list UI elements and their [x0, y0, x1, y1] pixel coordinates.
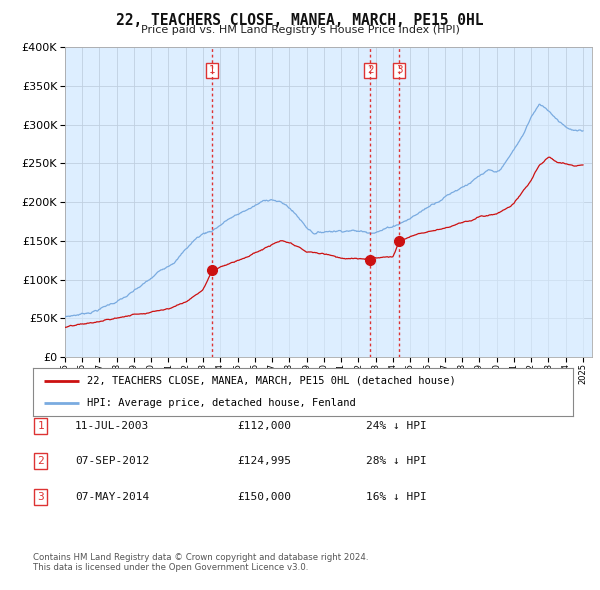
Text: HPI: Average price, detached house, Fenland: HPI: Average price, detached house, Fenl… [87, 398, 356, 408]
Text: 28% ↓ HPI: 28% ↓ HPI [366, 457, 427, 466]
Text: 11-JUL-2003: 11-JUL-2003 [75, 421, 149, 431]
Text: 22, TEACHERS CLOSE, MANEA, MARCH, PE15 0HL (detached house): 22, TEACHERS CLOSE, MANEA, MARCH, PE15 0… [87, 376, 456, 386]
Text: 1: 1 [37, 421, 44, 431]
Text: 16% ↓ HPI: 16% ↓ HPI [366, 492, 427, 502]
Text: Contains HM Land Registry data © Crown copyright and database right 2024.: Contains HM Land Registry data © Crown c… [33, 553, 368, 562]
Text: 3: 3 [396, 65, 403, 76]
Text: 22, TEACHERS CLOSE, MANEA, MARCH, PE15 0HL: 22, TEACHERS CLOSE, MANEA, MARCH, PE15 0… [116, 13, 484, 28]
Text: This data is licensed under the Open Government Licence v3.0.: This data is licensed under the Open Gov… [33, 563, 308, 572]
Text: 07-SEP-2012: 07-SEP-2012 [75, 457, 149, 466]
Text: 2: 2 [37, 457, 44, 466]
Text: £112,000: £112,000 [237, 421, 291, 431]
Text: 07-MAY-2014: 07-MAY-2014 [75, 492, 149, 502]
Text: 1: 1 [209, 65, 215, 76]
Text: 2: 2 [367, 65, 373, 76]
Text: Price paid vs. HM Land Registry's House Price Index (HPI): Price paid vs. HM Land Registry's House … [140, 25, 460, 35]
Text: £124,995: £124,995 [237, 457, 291, 466]
Text: 3: 3 [37, 492, 44, 502]
Text: 24% ↓ HPI: 24% ↓ HPI [366, 421, 427, 431]
Text: £150,000: £150,000 [237, 492, 291, 502]
